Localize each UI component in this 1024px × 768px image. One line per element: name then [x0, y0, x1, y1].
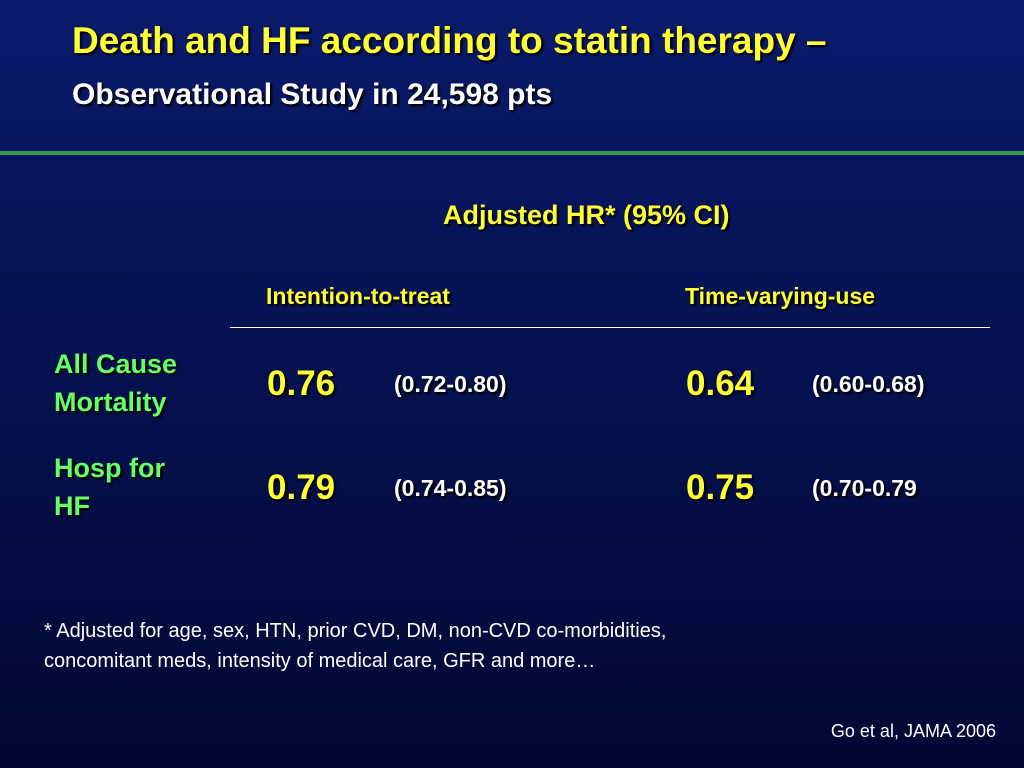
row-label-hosp-for-hf: Hosp for HF: [54, 449, 165, 525]
ci-value-mortality-tvu: (0.60-0.68): [812, 371, 925, 397]
citation: Go et al, JAMA 2006: [830, 721, 996, 741]
row-label-line: HF: [54, 491, 90, 521]
hr-value-mortality-tvu: 0.64: [686, 364, 755, 403]
hr-value-hf-tvu: 0.75: [686, 468, 755, 507]
row-label-all-cause-mortality: All Cause Mortality: [54, 345, 177, 421]
hr-value-hf-itt: 0.79: [267, 468, 336, 507]
ci-value-mortality-itt: (0.72-0.80): [394, 371, 507, 397]
slide-title: Death and HF according to statin therapy…: [72, 20, 827, 61]
row-label-line: Hosp for: [54, 453, 165, 483]
hr-value-mortality-itt: 0.76: [267, 364, 336, 403]
table-rule: [230, 327, 990, 328]
footnote-line: * Adjusted for age, sex, HTN, prior CVD,…: [44, 620, 667, 642]
footnote: * Adjusted for age, sex, HTN, prior CVD,…: [44, 616, 944, 676]
ci-value-hf-itt: (0.74-0.85): [394, 475, 507, 501]
slide-subtitle: Observational Study in 24,598 pts: [72, 78, 553, 111]
row-label-line: Mortality: [54, 387, 167, 417]
title-divider: [0, 151, 1024, 155]
column-header-time-varying-use: Time-varying-use: [685, 283, 876, 309]
ci-value-hf-tvu: (0.70-0.79: [812, 475, 917, 501]
column-header-intention-to-treat: Intention-to-treat: [266, 283, 450, 309]
footnote-line: concomitant meds, intensity of medical c…: [44, 650, 596, 672]
row-label-line: All Cause: [54, 349, 178, 379]
table-header: Adjusted HR* (95% CI): [443, 200, 730, 230]
